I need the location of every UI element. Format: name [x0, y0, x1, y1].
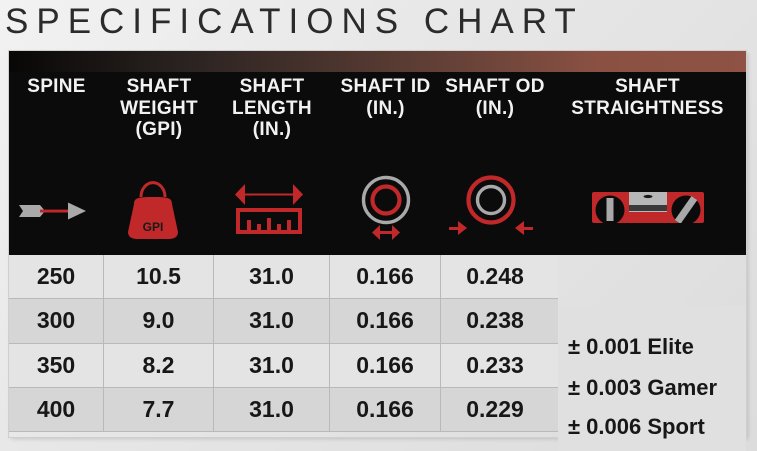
svg-text:GPI: GPI — [143, 220, 164, 234]
